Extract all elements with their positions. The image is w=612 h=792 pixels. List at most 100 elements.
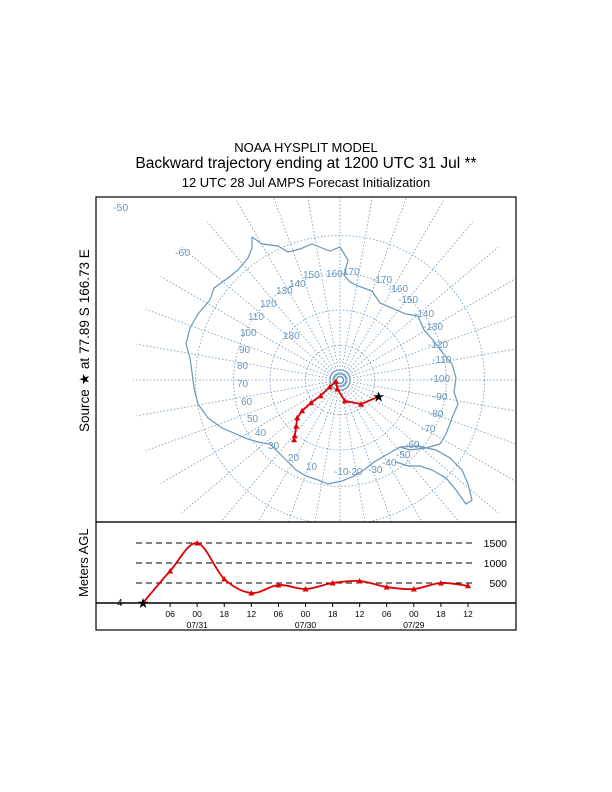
- longitude-label: 150: [303, 270, 320, 281]
- longitude-label: 130: [276, 286, 293, 297]
- meridian: [342, 348, 516, 380]
- meridian: [236, 200, 339, 378]
- longitude-label: -140: [414, 309, 434, 320]
- meridian: [341, 381, 460, 522]
- time-tick-label: 18: [328, 609, 338, 619]
- meridian: [340, 197, 373, 378]
- longitude-label: -150: [398, 295, 418, 306]
- chart-title: Backward trajectory ending at 1200 UTC 3…: [135, 155, 477, 172]
- time-tick-label: 00: [301, 609, 311, 619]
- longitude-label: -10: [334, 467, 349, 478]
- longitude-label: 80: [237, 361, 249, 372]
- meridian: [145, 308, 338, 380]
- longitude-label: -70: [421, 424, 436, 435]
- height-point: [248, 590, 255, 596]
- meridian: [136, 343, 338, 380]
- meridian: [257, 382, 339, 522]
- meridian: [342, 380, 516, 412]
- source-star-icon: ★: [137, 596, 150, 612]
- longitude-label: -120: [428, 340, 448, 351]
- date-label: 07/31: [187, 620, 209, 630]
- trajectory-point: [291, 436, 298, 443]
- meridian: [160, 381, 338, 484]
- longitude-label: -60: [405, 440, 420, 451]
- meridian: [340, 382, 366, 522]
- height-frame: [95, 521, 517, 631]
- meridian: [341, 221, 474, 379]
- trajectory-point: [308, 399, 314, 406]
- date-label: 07/29: [403, 620, 425, 630]
- height-point: [194, 540, 201, 546]
- meridian: [287, 382, 340, 522]
- latitude-label: -50: [113, 202, 128, 214]
- longitude-label: 110: [248, 312, 264, 323]
- height-point: [465, 582, 471, 589]
- longitude-label: -30: [368, 465, 383, 476]
- antarctica-coastline: [185, 236, 473, 505]
- time-tick-label: 06: [165, 609, 175, 619]
- trajectory-point: [334, 386, 341, 392]
- meridian: [341, 382, 423, 522]
- meridian: [314, 382, 340, 522]
- height-point: [302, 586, 309, 592]
- longitude-label: -160: [388, 284, 408, 295]
- trajectory-point: [291, 432, 298, 439]
- latitude-circle: [233, 273, 447, 487]
- longitude-label: 60: [241, 397, 253, 408]
- trajectory-path: ★: [291, 378, 385, 443]
- longitude-label: -80: [429, 409, 444, 420]
- graticule: -50-60: [113, 197, 516, 522]
- longitude-label: -40: [382, 458, 397, 469]
- longitude-label: -90: [433, 392, 448, 403]
- meridian: [341, 200, 444, 378]
- longitude-label: 50: [247, 414, 259, 425]
- trajectory-point: [299, 407, 306, 414]
- trajectory-point: [317, 392, 324, 399]
- height-point: [410, 586, 417, 592]
- meridian: [272, 197, 340, 378]
- source-star-icon: ★: [372, 390, 385, 406]
- meridian: [340, 197, 408, 378]
- longitude-label: -130: [423, 322, 443, 333]
- height-tick-label: 1000: [484, 558, 508, 570]
- meridian: [342, 277, 516, 379]
- latitude-label: -60: [175, 247, 190, 259]
- meridian: [181, 381, 339, 514]
- height-point: [221, 576, 228, 582]
- longitude-label: 10: [306, 462, 318, 473]
- trajectory-point: [293, 423, 300, 429]
- time-tick-label: 00: [192, 609, 202, 619]
- trajectory-point: [294, 414, 301, 421]
- height-point: [383, 584, 390, 590]
- meridian: [136, 380, 338, 417]
- trajectory-point: [326, 384, 333, 390]
- longitude-label: 20: [288, 453, 300, 464]
- model-name: NOAA HYSPLIT MODEL: [234, 140, 378, 155]
- longitude-label: -20: [348, 467, 363, 478]
- longitude-label: 170: [343, 267, 360, 278]
- longitude-label: -50: [396, 450, 411, 461]
- longitude-label: -170: [372, 275, 392, 286]
- longitude-label: 90: [239, 345, 251, 356]
- height-point: [275, 582, 282, 588]
- meridian: [160, 276, 338, 379]
- trajectory-point: [332, 378, 339, 384]
- date-label: 07/30: [295, 620, 317, 630]
- pole-ring-inner: [333, 373, 347, 387]
- longitude-label: -110: [432, 355, 452, 366]
- time-tick-label: 00: [409, 609, 419, 619]
- longitude-label: -100: [430, 374, 450, 385]
- meridian: [342, 380, 516, 445]
- longitude-label: 40: [255, 428, 267, 439]
- height-point: [329, 580, 336, 586]
- longitude-label: 30: [268, 441, 280, 452]
- longitude-label: 100: [240, 328, 257, 339]
- trajectory-point: [341, 397, 348, 404]
- trajectory-point: [358, 401, 364, 407]
- time-tick-label: 06: [382, 609, 392, 619]
- height-tick-label: 1500: [484, 538, 508, 550]
- height-panel: 500 1000 1500 4 06 00 18 12 06 00 18 12 06 00 18 12 07/3…: [95, 521, 517, 631]
- chart-subtitle: 12 UTC 28 Jul AMPS Forecast Initializati…: [181, 175, 431, 190]
